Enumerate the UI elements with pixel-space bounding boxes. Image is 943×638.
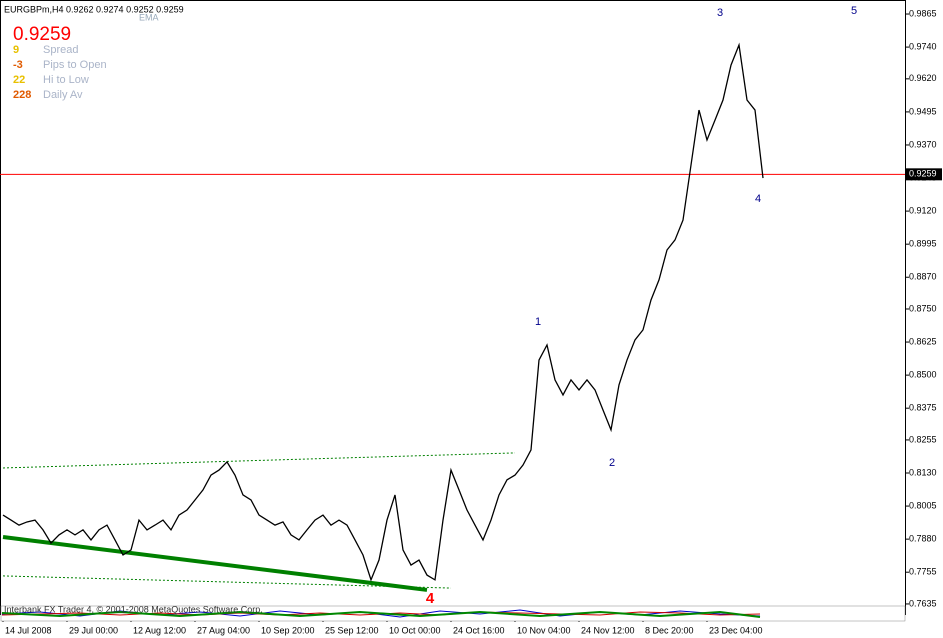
- x-tick-label: 27 Aug 04:00: [197, 625, 250, 635]
- price-box: [906, 168, 942, 181]
- trendline: [2, 452, 516, 469]
- x-tick-label: 14 Jul 2008: [5, 625, 52, 635]
- y-tick-label: 0.9370: [909, 139, 937, 149]
- y-tick-label: 0.9120: [909, 205, 937, 215]
- y-tick-label: 0.8130: [909, 467, 937, 477]
- wave-label: 3: [717, 7, 723, 19]
- price-box-label: 0.9259: [909, 169, 937, 179]
- oscillator: Interbank FX Trader 4, © 2001-2008 MetaQ…: [0, 604, 906, 622]
- y-tick-label: 0.8750: [909, 303, 937, 313]
- trendline: [2, 535, 428, 592]
- x-tick-label: 23 Dec 04:00: [709, 625, 763, 635]
- y-tick-label: 0.9740: [909, 41, 937, 51]
- x-tick-label: 10 Sep 20:00: [261, 625, 315, 635]
- x-tick-label: 25 Sep 12:00: [325, 625, 379, 635]
- plot-frame: [0, 0, 906, 615]
- y-tick-label: 0.8625: [909, 336, 937, 346]
- wave-label: 4: [755, 193, 761, 205]
- y-tick-label: 0.9620: [909, 73, 937, 83]
- y-tick-label: 0.9865: [909, 8, 937, 18]
- price: 0.9259: [13, 24, 71, 45]
- y-tick-label: 0.7635: [909, 598, 937, 608]
- y-tick-label: 0.8005: [909, 500, 937, 510]
- x-tick-label: 10 Oct 00:00: [389, 625, 441, 635]
- y-tick-label: 0.7755: [909, 567, 937, 577]
- y-tick-label: 0.8255: [909, 434, 937, 444]
- x-tick-label: 12 Aug 12:00: [133, 625, 186, 635]
- y-tick-label: 0.7880: [909, 534, 937, 544]
- wave-label: 4: [426, 590, 435, 607]
- info-value: 9: [13, 44, 19, 56]
- info-label: Daily Av: [43, 89, 83, 101]
- x-tick-label: 29 Jul 00:00: [69, 625, 118, 635]
- indicator: EMA: [139, 12, 159, 22]
- y-tick-label: 0.9495: [909, 106, 937, 116]
- info-value: 22: [13, 74, 25, 86]
- x-tick-label: 24 Nov 12:00: [581, 625, 635, 635]
- wave-label: 1: [535, 316, 541, 328]
- y-tick-label: 0.8375: [909, 403, 937, 413]
- x-tick-label: 24 Oct 16:00: [453, 625, 505, 635]
- info-label: Spread: [43, 44, 78, 56]
- y-tick-label: 0.8870: [909, 272, 937, 282]
- trendline: [2, 575, 452, 589]
- info-label: Pips to Open: [43, 59, 107, 71]
- info-value: -3: [13, 59, 23, 71]
- y-tick-label: 0.8995: [909, 239, 937, 249]
- info-label: Hi to Low: [43, 74, 89, 86]
- y-tick-label: 0.8500: [909, 369, 937, 379]
- x-tick-label: 8 Dec 20:00: [645, 625, 694, 635]
- copyright: Interbank FX Trader 4, © 2001-2008 MetaQ…: [4, 604, 263, 614]
- x-tick-label: 10 Nov 04:00: [517, 625, 571, 635]
- price-series: [2, 42, 764, 582]
- wave-label: 2: [609, 457, 615, 469]
- info-value: 228: [13, 89, 31, 101]
- wave-label: 5: [851, 5, 857, 17]
- header: EURGBPm,H4 0.9262 0.9274 0.9252 0.9259: [4, 4, 184, 14]
- oscillator-line: [1, 610, 761, 618]
